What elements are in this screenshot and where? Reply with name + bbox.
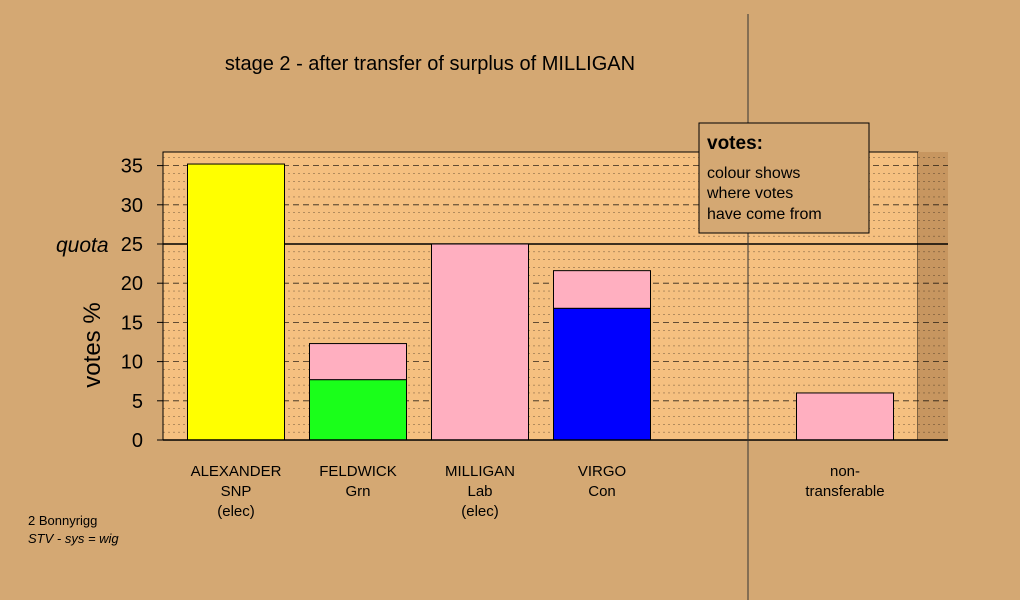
y-tick-label: 0 <box>132 430 143 452</box>
legend: votes: colour shows where votes have com… <box>698 122 870 234</box>
candidate-party-label: Lab <box>467 483 492 500</box>
y-tick-label: 10 <box>121 352 143 374</box>
bar-feldwick-segment-grn <box>309 379 407 441</box>
bars <box>187 163 894 441</box>
candidate-name-label: MILLIGAN <box>445 463 515 480</box>
y-tick-label: 20 <box>121 273 143 295</box>
candidate-name-label: VIRGO <box>578 463 626 480</box>
bar-virgo-segment-con <box>553 307 651 441</box>
candidate-name-label: FELDWICK <box>319 463 397 480</box>
y-axis-label: votes % <box>79 302 106 387</box>
bar-milligan-segment-lab <box>431 243 529 441</box>
plot-margin-shade <box>918 152 948 440</box>
y-tick-label: 30 <box>121 195 143 217</box>
bar-non-transferable-segment-lab <box>796 392 894 441</box>
legend-line: have come from <box>707 206 822 223</box>
chart-title: stage 2 - after transfer of surplus of M… <box>225 53 635 75</box>
quota-label: quota <box>56 234 109 257</box>
candidate-party-label: Con <box>588 483 616 500</box>
y-tick-label: 5 <box>132 391 143 413</box>
ward-label: 2 Bonnyrigg <box>28 513 98 528</box>
system-label: STV - sys = wig <box>28 531 119 546</box>
non-transferable-label: transferable <box>805 483 884 500</box>
y-tick-label: 35 <box>121 156 143 178</box>
candidate-status-label: (elec) <box>461 503 499 520</box>
candidate-party-label: SNP <box>221 483 252 500</box>
candidate-status-label: (elec) <box>217 503 255 520</box>
legend-box <box>698 122 870 234</box>
bar-alexander-segment-snp <box>187 163 285 441</box>
footer: 2 Bonnyrigg STV - sys = wig <box>28 512 119 548</box>
y-tick-label: 25 <box>121 234 143 256</box>
y-tick-label: 15 <box>121 312 143 334</box>
x-axis-labels: ALEXANDER SNP (elec) FELDWICK Grn MILLIGAN Lab… <box>191 463 885 520</box>
candidate-party-label: Grn <box>345 483 370 500</box>
non-transferable-label: non- <box>830 463 860 480</box>
bar-feldwick-segment-lab <box>309 343 407 381</box>
legend-line: colour shows <box>707 165 800 182</box>
bar-virgo-segment-lab <box>553 270 651 309</box>
legend-title: votes: <box>707 133 763 154</box>
candidate-name-label: ALEXANDER <box>191 463 282 480</box>
legend-line: where votes <box>706 185 793 202</box>
axes: 0 5 10 15 20 25 30 35 quota <box>56 152 948 452</box>
